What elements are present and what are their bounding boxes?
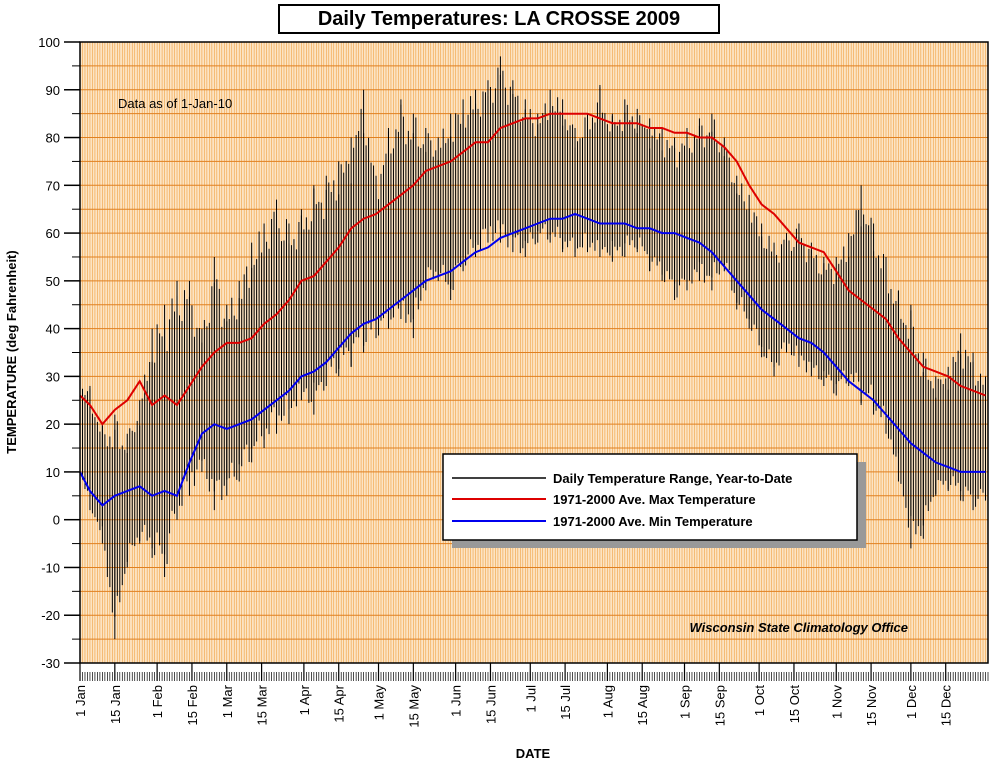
y-tick-label: 10 xyxy=(46,465,60,480)
data-as-of-annotation: Data as of 1-Jan-10 xyxy=(118,96,232,111)
y-axis-label: TEMPERATURE (deg Fahrenheit) xyxy=(4,250,19,453)
x-tick-label: 1 Jun xyxy=(449,685,464,717)
x-tick-label: 15 Sep xyxy=(712,685,727,726)
credit-annotation: Wisconsin State Climatology Office xyxy=(689,620,908,635)
y-tick-label: 70 xyxy=(46,178,60,193)
x-tick-label: 1 Nov xyxy=(829,685,844,719)
y-tick-label: 90 xyxy=(46,83,60,98)
x-axis: 1 Jan 15 Jan 1 Feb 15 Feb 1 Mar 15 Mar 1 Apr 15… xyxy=(73,663,954,728)
y-axis: -30 -20 -10 0 10 20 30 40 50 60 70 80 90 100 xyxy=(38,35,80,671)
y-tick-label: 40 xyxy=(46,322,60,337)
x-tick-label: 1 Oct xyxy=(752,685,767,716)
x-tick-label: 1 Mar xyxy=(220,684,235,718)
x-tick-label: 1 Jan xyxy=(73,685,88,717)
legend-entry-range: Daily Temperature Range, Year-to-Date xyxy=(553,471,792,486)
range-bars xyxy=(79,56,987,640)
avg-min-line xyxy=(79,212,986,507)
x-tick-label: 1 Jul xyxy=(523,685,538,713)
x-axis-label: DATE xyxy=(516,746,551,761)
x-minor-ticks xyxy=(79,672,989,681)
legend-entry-max: 1971-2000 Ave. Max Temperature xyxy=(553,492,756,507)
y-tick-label: 20 xyxy=(46,417,60,432)
y-tick-label: -30 xyxy=(41,656,60,671)
y-tick-label: 80 xyxy=(46,131,60,146)
y-tick-label: 60 xyxy=(46,226,60,241)
y-tick-label: 50 xyxy=(46,274,60,289)
y-tick-label: -10 xyxy=(41,560,60,575)
x-tick-label: 1 Dec xyxy=(904,685,919,719)
y-tick-label: 30 xyxy=(46,369,60,384)
legend-box xyxy=(442,453,858,541)
x-tick-label: 15 May xyxy=(406,685,421,728)
legend: Daily Temperature Range, Year-to-Date 19… xyxy=(442,453,866,548)
chart-title: Daily Temperatures: LA CROSSE 2009 xyxy=(278,4,720,34)
x-tick-label: 1 Sep xyxy=(678,685,693,719)
x-tick-label: 15 Jan xyxy=(108,685,123,724)
y-tick-label: 0 xyxy=(53,513,60,528)
x-tick-label: 15 Dec xyxy=(939,685,954,727)
avg-max-line xyxy=(79,112,986,426)
legend-entry-min: 1971-2000 Ave. Min Temperature xyxy=(553,514,753,529)
y-tick-label: -20 xyxy=(41,608,60,623)
x-tick-label: 15 Nov xyxy=(864,685,879,727)
x-tick-label: 15 Apr xyxy=(332,684,347,722)
x-tick-label: 1 Feb xyxy=(150,685,165,718)
x-tick-label: 1 Aug xyxy=(600,685,615,718)
y-tick-label: 100 xyxy=(38,35,60,50)
x-tick-label: 15 Aug xyxy=(635,685,650,726)
x-tick-label: 15 Jun xyxy=(483,685,498,724)
x-tick-label: 15 Mar xyxy=(255,684,270,725)
x-tick-label: 1 Apr xyxy=(297,684,312,715)
x-tick-label: 15 Oct xyxy=(787,685,802,724)
x-tick-label: 15 Jul xyxy=(558,685,573,720)
x-tick-label: 15 Feb xyxy=(185,685,200,725)
x-tick-label: 1 May xyxy=(372,685,387,721)
